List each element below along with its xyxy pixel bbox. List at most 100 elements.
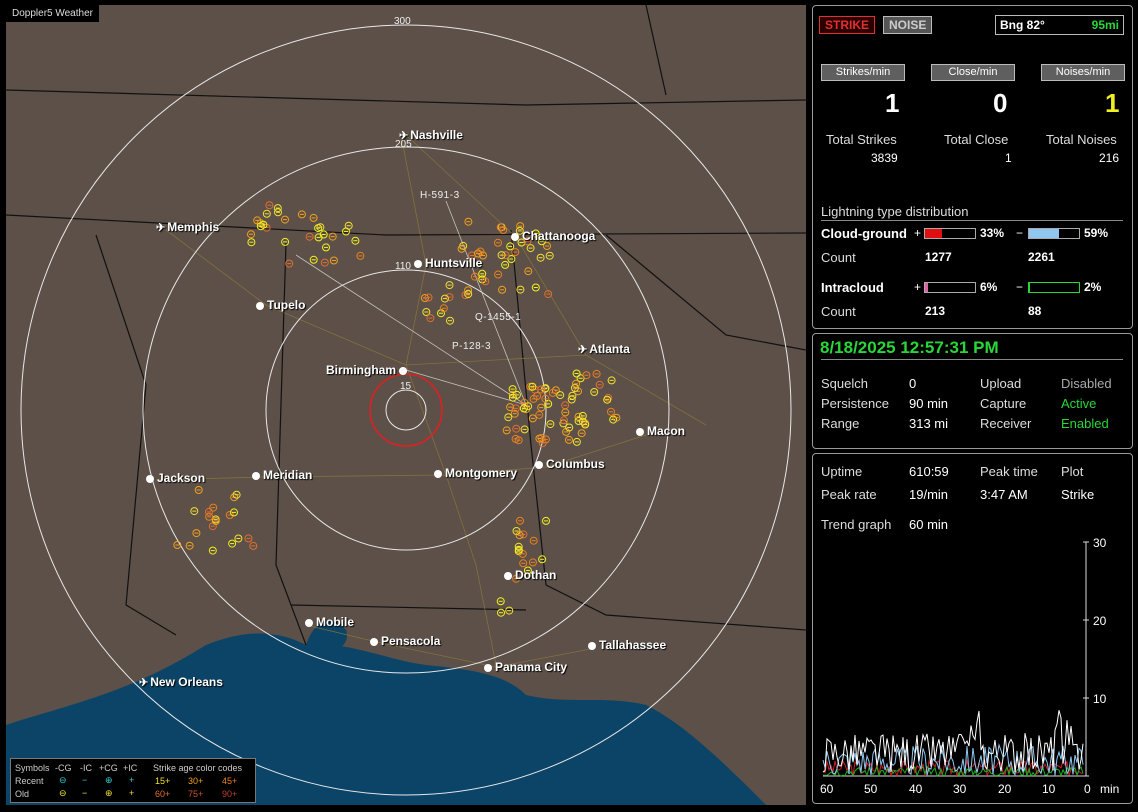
minus-cg-old-icon: ⊖ [59, 788, 67, 798]
track-label[interactable]: P-128-3 [452, 341, 492, 352]
city-macon[interactable]: Macon [636, 424, 685, 438]
bearing-box: Bng 82° 95mi [995, 15, 1124, 35]
plus-cg-recent-icon: ⊕ [105, 775, 113, 785]
strike-marker [351, 236, 360, 245]
city-label: Huntsville [425, 256, 483, 270]
city-dothan[interactable]: Dothan [504, 568, 556, 582]
strike-marker [526, 244, 535, 253]
city-dot-icon [252, 471, 260, 480]
strike-marker [247, 238, 256, 247]
strike-marker [205, 512, 214, 521]
total-close-label: Total Close [944, 132, 1009, 147]
track-label[interactable]: H-591-3 [420, 190, 460, 201]
city-meridian[interactable]: Meridian [252, 468, 312, 482]
range-label-205: 205 [395, 139, 412, 150]
strikes-per-min-label[interactable]: Strikes/min [821, 64, 905, 81]
city-memphis[interactable]: ✈ Memphis [156, 220, 219, 234]
strike-marker [508, 390, 517, 399]
city-mobile[interactable]: Mobile [305, 615, 354, 629]
strike-marker [592, 369, 601, 378]
strike-marker [190, 507, 199, 516]
track-label[interactable]: Q-1455-1 [475, 312, 522, 323]
noises-per-min-label[interactable]: Noises/min [1041, 64, 1125, 81]
strike-marker [572, 369, 581, 378]
city-dot-icon [434, 469, 442, 478]
city-dot-icon [414, 259, 422, 268]
plus-ic-old-icon: + [129, 788, 135, 798]
strike-marker [464, 290, 473, 299]
strike-marker [582, 371, 591, 380]
city-birmingham[interactable]: Birmingham [326, 363, 410, 377]
range-label-300: 300 [394, 16, 411, 27]
trend-graph [822, 541, 1089, 778]
city-dot-icon [484, 663, 492, 672]
strike-marker [523, 237, 532, 246]
strike-marker [515, 531, 524, 540]
range-label-110: 110 [395, 261, 411, 272]
plot-value[interactable]: Strike [1061, 487, 1095, 502]
strike-marker [228, 539, 237, 548]
strike-marker [329, 256, 338, 265]
range-label: Range [821, 416, 860, 431]
city-new-orleans[interactable]: ✈ New Orleans [139, 675, 223, 689]
strike-marker [528, 414, 537, 423]
city-label: Panama City [495, 660, 568, 674]
strike-marker [265, 201, 274, 210]
city-nashville[interactable]: ✈ Nashville [399, 128, 463, 142]
city-label: New Orleans [150, 675, 223, 689]
strike-marker [230, 493, 239, 502]
strike-marker [320, 258, 329, 267]
strike-marker [470, 272, 479, 281]
lightning-map[interactable]: Doppler5 Weather 300 205 110 15 H-591-3 … [6, 5, 806, 805]
plus-ic-recent-icon: + [129, 775, 135, 785]
strike-marker [538, 555, 547, 564]
strike-marker [328, 232, 337, 241]
divider [821, 220, 1123, 221]
noise-tab[interactable]: NOISE [883, 16, 933, 34]
strike-tab[interactable]: STRIKE [819, 16, 876, 34]
city-montgomery[interactable]: Montgomery [434, 466, 517, 480]
strike-marker [253, 216, 262, 225]
city-atlanta[interactable]: ✈ Atlanta [578, 342, 630, 356]
x-tick: 40 [909, 782, 923, 796]
strike-marker [578, 411, 587, 420]
strike-marker [344, 221, 353, 230]
city-jackson[interactable]: Jackson [146, 471, 205, 485]
strike-marker [194, 486, 203, 494]
city-chattanooga[interactable]: Chattanooga [511, 229, 595, 243]
ic-negative-pct: 2% [1084, 280, 1102, 294]
strike-marker [535, 410, 544, 419]
city-huntsville[interactable]: Huntsville [414, 256, 482, 270]
uptime-value: 610:59 [909, 464, 949, 479]
airport-icon: ✈ [399, 130, 409, 142]
close-per-min-label[interactable]: Close/min [931, 64, 1015, 81]
uptime-label: Uptime [821, 464, 863, 479]
strike-marker [590, 388, 599, 396]
strike-marker [546, 420, 555, 429]
strike-marker [297, 210, 306, 219]
city-dot-icon [511, 232, 519, 241]
city-columbus[interactable]: Columbus [535, 457, 605, 471]
airport-icon: ✈ [139, 677, 149, 689]
city-tallahassee[interactable]: Tallahassee [588, 638, 666, 652]
strike-marker [541, 394, 550, 403]
strike-marker [567, 395, 576, 404]
strike-marker [208, 546, 217, 555]
total-strikes-label: Total Strikes [826, 132, 897, 147]
city-dot-icon [399, 366, 408, 375]
city-label: Chattanooga [522, 229, 596, 243]
strike-marker [572, 379, 580, 388]
strike-marker [247, 230, 255, 239]
city-label: Montgomery [445, 466, 517, 480]
city-panama-city[interactable]: Panama City [484, 660, 567, 674]
cg-positive-count: 1277 [925, 250, 952, 264]
strike-marker [561, 408, 570, 417]
age-code: 45+ [222, 776, 238, 786]
strike-marker [225, 511, 234, 519]
strike-marker [501, 260, 510, 269]
city-label: Meridian [263, 468, 313, 482]
city-tupelo[interactable]: Tupelo [256, 298, 305, 312]
ic-plus-sign: + [914, 280, 922, 294]
city-pensacola[interactable]: Pensacola [370, 634, 440, 648]
distance-value: 95mi [1091, 18, 1119, 32]
